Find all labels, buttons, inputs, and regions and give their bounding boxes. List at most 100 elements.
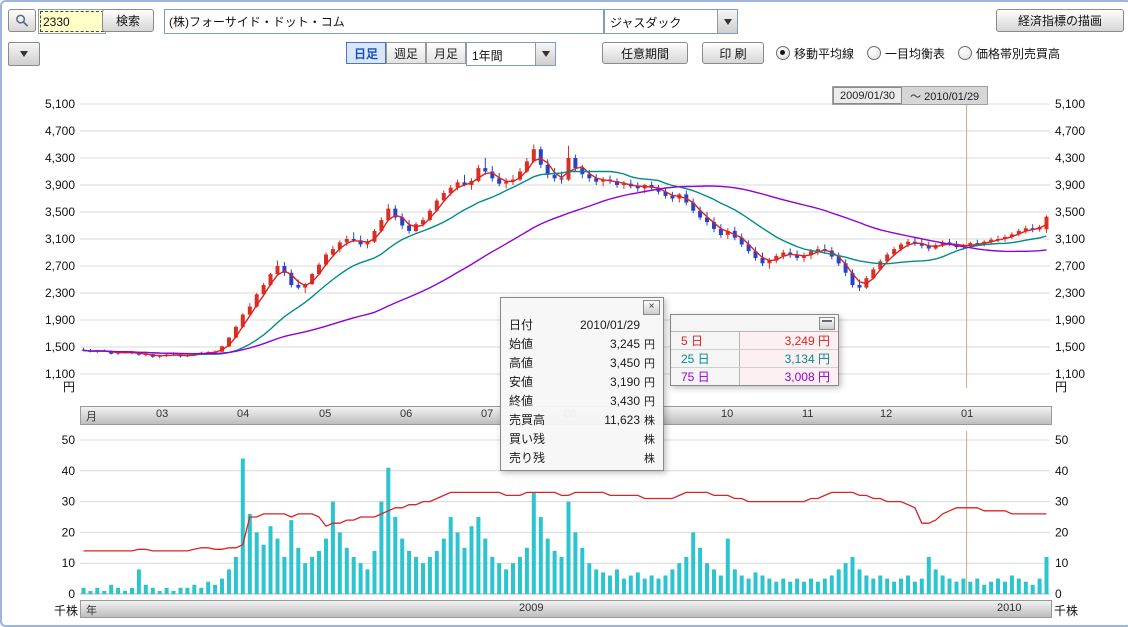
- print-button[interactable]: 印 刷: [702, 42, 764, 64]
- svg-text:50: 50: [1055, 433, 1069, 447]
- info-row: 買い残株: [509, 432, 655, 446]
- month-label: 11: [802, 408, 814, 420]
- month-label: 10: [721, 408, 734, 420]
- ma-legend-row: 5 日 3,249 円: [671, 332, 838, 350]
- year-label: 2009: [519, 602, 544, 614]
- radio-ichimoku[interactable]: 一目均衡表: [867, 45, 945, 62]
- radio-dot-icon: [958, 46, 973, 60]
- svg-text:4,700: 4,700: [45, 124, 75, 138]
- svg-text:1,500: 1,500: [1055, 340, 1085, 354]
- market-select-value: ジャスダック: [610, 16, 682, 30]
- radio-label: 一目均衡表: [885, 46, 946, 61]
- price-chart[interactable]: 5,100 5,100 4,700 4,700 4,300 4,300 3,900 3,900…: [2, 66, 1128, 406]
- radio-moving-average[interactable]: 移動平均線: [776, 45, 854, 62]
- month-label: 01: [961, 408, 974, 420]
- date-range-start: 2009/01/30: [833, 87, 903, 104]
- info-row: 売り残株: [509, 451, 655, 465]
- year-axis-corner: 年: [86, 605, 97, 617]
- minimize-icon[interactable]: [819, 317, 835, 330]
- close-icon[interactable]: ×: [643, 300, 660, 315]
- volume-chart[interactable]: 50 50 40 40 30 30 20 20 10 10 0 0: [2, 423, 1128, 600]
- chart-area: 5,100 5,100 4,700 4,700 4,300 4,300 3,900 3,900…: [2, 66, 1128, 625]
- svg-text:4,300: 4,300: [1055, 151, 1085, 165]
- month-axis-corner: 月: [86, 411, 97, 423]
- svg-text:3,500: 3,500: [45, 205, 75, 219]
- svg-text:20: 20: [1055, 525, 1069, 539]
- custom-period-button[interactable]: 任意期間: [602, 42, 688, 64]
- month-label: 03: [156, 408, 169, 420]
- svg-text:10: 10: [1055, 556, 1069, 570]
- svg-text:3,100: 3,100: [1055, 232, 1085, 246]
- svg-text:0: 0: [68, 587, 75, 600]
- radio-label: 移動平均線: [794, 46, 855, 61]
- ma-legend: 5 日 3,249 円 25 日 3,134 円 75 日 3,008 円: [670, 314, 839, 386]
- svg-text:0: 0: [1055, 587, 1062, 600]
- indicator-radio-group: 移動平均線 一目均衡表 価格帯別売買高: [776, 42, 1060, 64]
- svg-text:1,100: 1,100: [1055, 367, 1085, 381]
- second-toolbar: 日足 週足 月足 1年間 任意期間 印 刷 移動平均線 一目均衡表 価格帯別売買…: [2, 40, 1128, 66]
- date-range: 2009/01/30 ～ 2010/01/29: [832, 86, 989, 105]
- month-label: 04: [237, 408, 250, 420]
- svg-text:10: 10: [62, 556, 76, 570]
- chevron-down-icon: [20, 51, 28, 57]
- year-label: 2010: [997, 602, 1022, 614]
- svg-text:4,700: 4,700: [1055, 124, 1085, 138]
- month-label: 05: [319, 408, 332, 420]
- year-axis: 年 2009 2010: [80, 600, 1052, 618]
- svg-text:2,300: 2,300: [45, 286, 75, 300]
- svg-text:3,900: 3,900: [1055, 178, 1085, 192]
- radio-dot-icon: [867, 46, 882, 60]
- dropdown-button[interactable]: [8, 42, 40, 66]
- chevron-down-icon[interactable]: [535, 43, 555, 65]
- tab-monthly[interactable]: 月足: [426, 42, 466, 64]
- month-label: 12: [880, 408, 893, 420]
- radio-dot-icon: [776, 46, 790, 60]
- info-row: 日付 2010/01/29: [509, 317, 640, 333]
- tab-weekly[interactable]: 週足: [386, 42, 426, 64]
- search-icon-button[interactable]: [8, 9, 36, 32]
- svg-text:5,100: 5,100: [1055, 97, 1085, 111]
- info-row: 高値 3,450 円: [509, 355, 655, 371]
- svg-text:1,500: 1,500: [45, 340, 75, 354]
- svg-text:円: 円: [63, 380, 75, 394]
- svg-text:1,900: 1,900: [1055, 313, 1085, 327]
- month-label: 07: [481, 408, 494, 420]
- svg-text:20: 20: [62, 525, 76, 539]
- economic-indicator-button[interactable]: 経済指標の描画: [996, 9, 1124, 32]
- info-row: 始値 3,245 円: [509, 336, 655, 352]
- svg-text:5,100: 5,100: [45, 97, 75, 111]
- info-row: 売買高 11,623 株: [509, 412, 655, 428]
- search-button[interactable]: 検索: [102, 9, 154, 32]
- volume-unit-right: 千株: [1054, 604, 1079, 618]
- svg-text:1,900: 1,900: [45, 313, 75, 327]
- chevron-down-icon[interactable]: [717, 10, 737, 33]
- company-name-input[interactable]: [164, 9, 604, 34]
- stock-code-input[interactable]: [38, 9, 106, 34]
- svg-text:2,700: 2,700: [45, 259, 75, 273]
- svg-text:40: 40: [1055, 464, 1069, 478]
- svg-text:30: 30: [62, 495, 76, 509]
- svg-text:3,100: 3,100: [45, 232, 75, 246]
- radio-label: 価格帯別売買高: [976, 46, 1061, 61]
- ma-legend-row: 25 日 3,134 円: [671, 350, 838, 368]
- top-toolbar: 検索 ジャスダック 経済指標の描画: [2, 2, 1128, 40]
- svg-text:3,500: 3,500: [1055, 205, 1085, 219]
- search-icon: [16, 14, 29, 27]
- period-select[interactable]: 1年間: [466, 42, 556, 66]
- month-label: 06: [400, 408, 413, 420]
- volume-unit-left: 千株: [53, 604, 78, 618]
- svg-text:40: 40: [62, 464, 76, 478]
- quote-popup-rows: 日付 2010/01/29 始値 3,245 円高値 3,450 円安値 3,190 円終値 3,…: [501, 315, 663, 467]
- svg-text:50: 50: [62, 433, 76, 447]
- tab-daily[interactable]: 日足: [346, 42, 386, 64]
- svg-text:30: 30: [1055, 495, 1069, 509]
- info-row: 安値 3,190 円: [509, 374, 655, 390]
- svg-text:1,100: 1,100: [45, 367, 75, 381]
- period-select-value: 1年間: [472, 49, 503, 63]
- date-range-end: ～ 2010/01/29: [910, 90, 980, 103]
- radio-volume-by-price[interactable]: 価格帯別売買高: [958, 45, 1060, 62]
- svg-text:3,900: 3,900: [45, 178, 75, 192]
- market-select[interactable]: ジャスダック: [604, 9, 738, 34]
- quote-popup: × 日付 2010/01/29 始値 3,245 円高値 3,450 円安値 3,190 円終値…: [500, 297, 664, 471]
